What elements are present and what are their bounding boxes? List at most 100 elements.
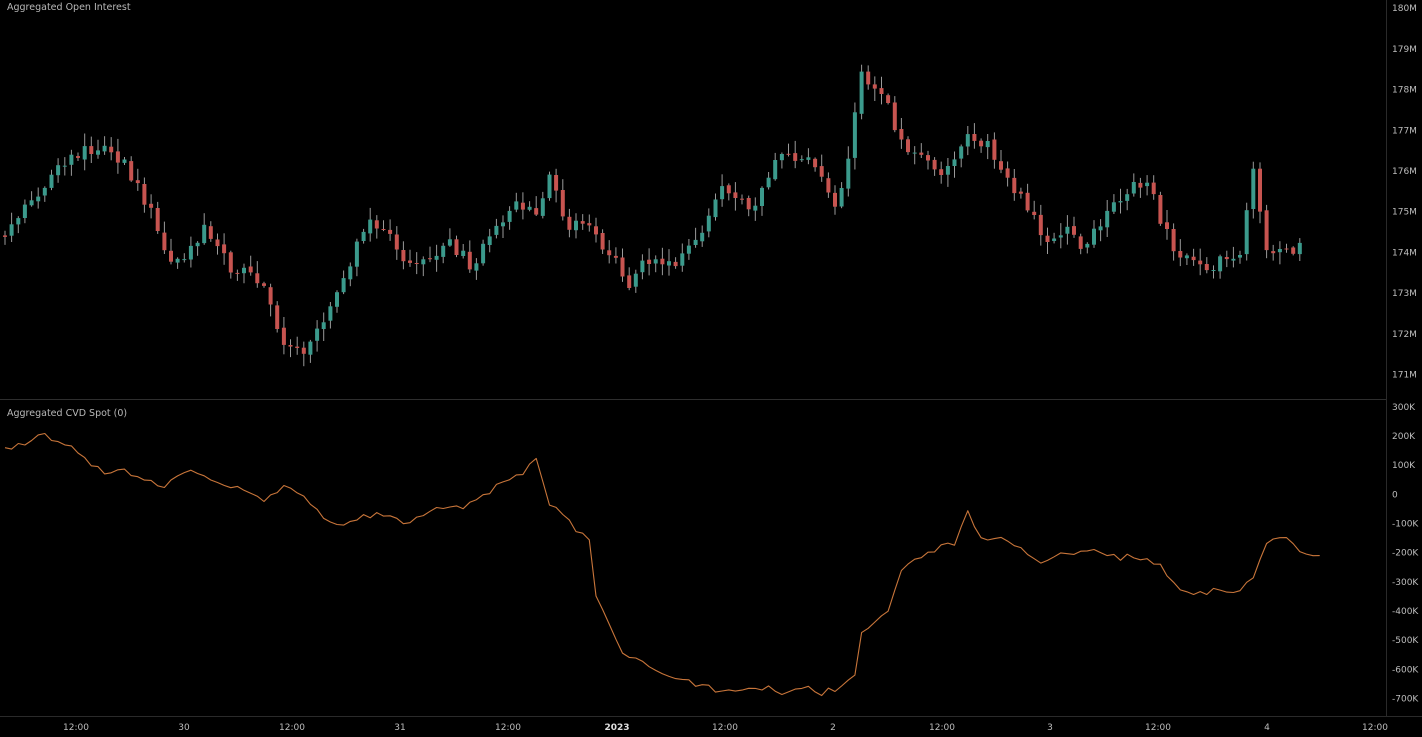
oi-candle [527, 201, 532, 212]
oi-candle [760, 186, 764, 216]
oi-candle [16, 216, 21, 234]
cvd-axis-tick: 100K [1392, 461, 1416, 471]
oi-candle [932, 157, 937, 176]
time-axis-tick: 12:00 [712, 723, 738, 733]
oi-candle [142, 177, 147, 213]
oi-candle-body [1258, 168, 1262, 212]
oi-candle [361, 228, 366, 244]
oi-candle-body [281, 327, 286, 345]
oi-candle [1151, 175, 1156, 200]
oi-axis-tick-175m: 175M [1392, 208, 1417, 218]
oi-candle [507, 206, 512, 230]
oi-candle [182, 253, 187, 263]
oi-candle-body [441, 245, 446, 257]
oi-candle-body [899, 129, 904, 140]
oi-candle-body [494, 225, 499, 235]
oi-candle-body [806, 157, 811, 160]
oi-candle [607, 240, 612, 264]
oi-candle-body [527, 206, 532, 210]
oi-candle [288, 339, 293, 358]
time-axis[interactable]: 12:00 30 12:00 31 12:00 2023 12:00 2 12:00 3 12:00… [63, 723, 1388, 733]
oi-candle-body [1038, 214, 1043, 236]
oi-candle [740, 194, 744, 205]
oi-candle-body [640, 260, 645, 273]
oi-candle-body [912, 152, 917, 154]
oi-candle [1078, 233, 1083, 255]
oi-axis-tick-172m: 172M [1392, 330, 1417, 340]
oi-candle [467, 240, 472, 273]
oi-candle-body [686, 245, 691, 254]
oi-candle-body [102, 145, 107, 152]
oi-candle-body [779, 154, 784, 161]
oi-candle [1045, 227, 1050, 254]
oi-candle [1131, 173, 1136, 197]
oi-candle [1145, 175, 1150, 196]
oi-candle [813, 157, 818, 172]
oi-candle [972, 123, 977, 149]
oi-candle [686, 239, 691, 260]
oi-candle-body [580, 221, 585, 224]
oi-candle-body [520, 202, 525, 210]
oi-candle-body [872, 84, 877, 89]
oi-candle [129, 156, 134, 182]
oi-candle [872, 76, 877, 101]
oi-candle-body [574, 220, 578, 231]
oi-candle-body [773, 160, 778, 180]
oi-pane-title: Aggregated Open Interest [7, 2, 131, 13]
oi-candle [886, 93, 891, 105]
oi-candle-body [926, 155, 930, 161]
oi-candle [235, 269, 240, 281]
oi-candle-body [972, 134, 977, 141]
oi-candle [474, 258, 479, 280]
oi-candle-body [1297, 242, 1302, 255]
oi-candle-body [667, 261, 671, 266]
oi-candle [1058, 223, 1063, 249]
oi-candle-body [1151, 182, 1156, 195]
oi-candle [341, 270, 346, 295]
oi-candle-body [979, 140, 984, 147]
oi-candle [613, 247, 618, 264]
oi-axis-tick-176m: 176M [1392, 167, 1417, 177]
oi-candle-body [421, 259, 426, 265]
oi-candle [348, 262, 353, 287]
oi-candle-body [235, 272, 240, 274]
oi-candle [1258, 162, 1262, 224]
oi-price-axis[interactable]: 171M 172M 173M 174M 175M 176M 177M 178M 179M 180M [1392, 4, 1417, 381]
oi-candle [892, 96, 897, 133]
cvd-value-axis[interactable]: 300K 200K 100K 0 -100K -200K -300K -400K -500K -6… [1392, 403, 1419, 705]
oi-candle [1032, 200, 1037, 220]
oi-candle-body [394, 234, 399, 250]
oi-candle [315, 320, 320, 352]
oi-candle [826, 172, 831, 198]
oi-candle [56, 158, 61, 183]
oi-candle-body [939, 169, 944, 175]
oi-candle-body [368, 219, 373, 234]
oi-candle-body [301, 347, 306, 354]
oi-candle [434, 244, 439, 272]
oi-candle [188, 236, 193, 268]
oi-candle-body [89, 146, 94, 154]
oi-candle [992, 132, 997, 169]
oi-candle [262, 281, 266, 288]
oi-candle [135, 168, 140, 191]
oi-candle [1018, 187, 1023, 199]
oi-candle-body [1198, 260, 1203, 265]
oi-candle [42, 186, 47, 202]
oi-candle [1251, 161, 1256, 219]
oi-candle-body [275, 305, 280, 329]
oi-candle-body [866, 71, 871, 85]
cvd-axis-tick: -500K [1392, 636, 1419, 646]
oi-candle [481, 239, 486, 266]
oi-candle [162, 221, 167, 254]
oi-candle [89, 136, 94, 163]
oi-candle-body [534, 208, 539, 215]
oi-candle-body [388, 229, 393, 234]
oi-candle [753, 197, 758, 221]
oi-candle-body [892, 102, 897, 131]
oi-candle-body [328, 306, 333, 321]
oi-candle [1204, 257, 1209, 274]
oi-candle [222, 233, 227, 265]
oi-candle [819, 154, 824, 182]
oi-candle [421, 256, 426, 277]
oi-candle [1118, 188, 1123, 214]
